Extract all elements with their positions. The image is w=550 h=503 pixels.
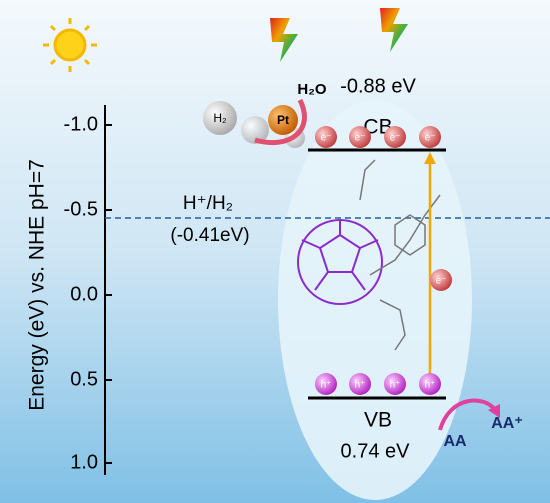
- hole: [349, 373, 371, 395]
- vb-energy: 0.74 eV: [341, 440, 411, 462]
- axis-ticks: [105, 124, 112, 464]
- aa-label: AA: [443, 433, 467, 450]
- electron-label: e⁻: [355, 133, 366, 144]
- fullerene: [297, 219, 383, 305]
- electron: [430, 269, 452, 291]
- aa-plus-label: AA⁺: [491, 415, 523, 432]
- arrow-head: [424, 152, 436, 164]
- catalyst-ellipse: [278, 100, 472, 500]
- tick-label: 0.0: [70, 283, 98, 305]
- axis-label: Energy (eV) vs. NHE pH=7: [26, 159, 49, 411]
- electron: [384, 126, 406, 148]
- h2-sphere: [203, 101, 237, 135]
- tick-label: 1.0: [70, 451, 98, 473]
- light-bolt: [270, 18, 298, 62]
- h2o-label: H₂O: [297, 81, 326, 98]
- hole-label: h⁺: [321, 380, 332, 391]
- reference-label: H⁺/H₂: [183, 193, 233, 214]
- oxidation-arrow: [438, 398, 497, 431]
- electron: [419, 126, 441, 148]
- hole-label: h⁺: [425, 380, 436, 391]
- vb-label: VB: [364, 409, 392, 432]
- light-bolt: [380, 8, 408, 52]
- reaction-arrow: [254, 98, 307, 146]
- electron-label: e⁻: [436, 276, 447, 287]
- electron-label: e⁻: [321, 133, 332, 144]
- electron-label: e⁻: [390, 133, 401, 144]
- sun-icon: [43, 18, 97, 72]
- electron: [349, 126, 371, 148]
- tick-label: -0.5: [64, 198, 98, 220]
- hole: [384, 373, 406, 395]
- arrow-head: [488, 404, 500, 418]
- h2-label: H₂: [213, 111, 227, 125]
- tick-label: 0.5: [70, 368, 98, 390]
- reference-value: (-0.41eV): [170, 225, 249, 246]
- hole-label: h⁺: [355, 380, 366, 391]
- tick-label: -1.0: [64, 113, 98, 135]
- hole-label: h⁺: [390, 380, 401, 391]
- pt-label: Pt: [277, 113, 289, 127]
- electron-label: e⁻: [425, 133, 436, 144]
- cb-energy: -0.88 eV: [340, 75, 416, 97]
- hole: [315, 373, 337, 395]
- bubble: [241, 116, 269, 144]
- pt-sphere: [268, 105, 298, 135]
- hole: [419, 373, 441, 395]
- electron: [315, 126, 337, 148]
